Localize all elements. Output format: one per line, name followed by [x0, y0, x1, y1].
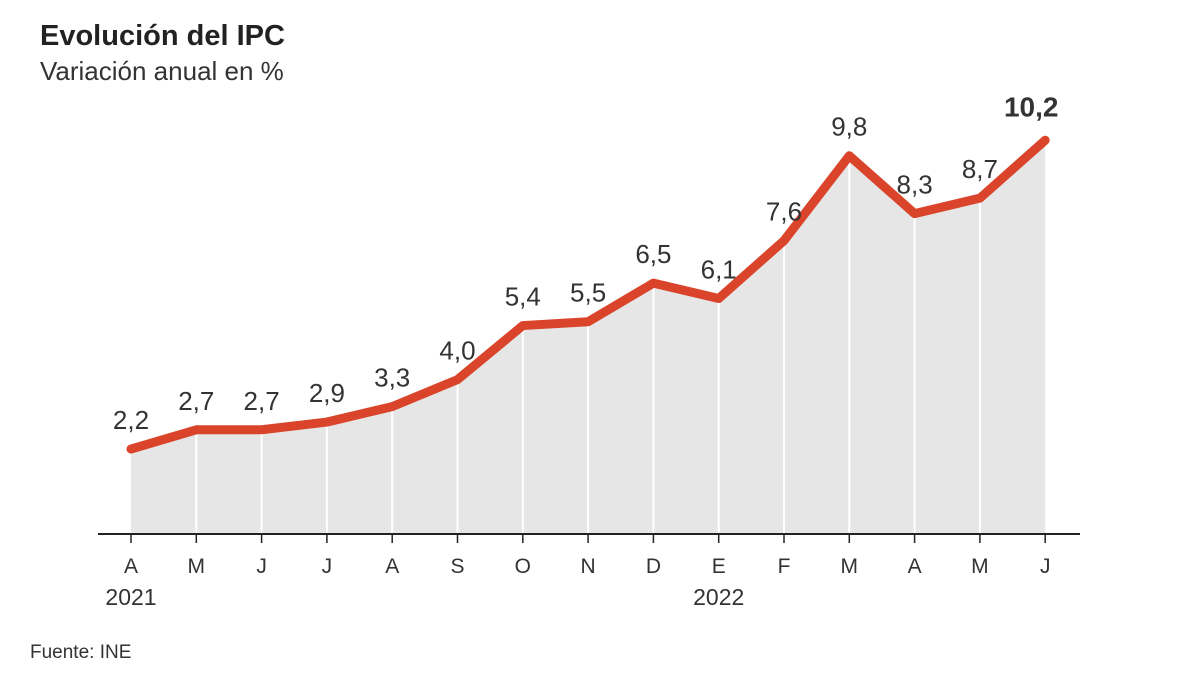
data-label: 7,6	[766, 197, 802, 227]
x-tick-label: M	[188, 555, 206, 578]
x-tick-label: S	[450, 555, 464, 578]
series-line	[126, 135, 1050, 454]
data-label: 2,9	[309, 378, 345, 408]
x-tick-label: A	[908, 555, 922, 578]
x-tick-label: A	[124, 555, 138, 578]
data-label: 4,0	[439, 336, 475, 366]
data-label: 6,1	[701, 255, 737, 285]
data-label: 2,7	[244, 386, 280, 416]
x-tick-label: J	[322, 555, 333, 578]
x-tick-label: N	[581, 555, 596, 578]
data-label: 5,5	[570, 278, 606, 308]
data-label: 8,7	[962, 154, 998, 184]
source-note: Fuente: INE	[30, 642, 132, 663]
year-label: 2021	[105, 584, 156, 610]
data-label: 10,2	[1004, 91, 1059, 122]
data-label: 3,3	[374, 363, 410, 393]
x-tick-label: M	[841, 555, 859, 578]
chart-subtitle: Variación anual en %	[40, 56, 284, 86]
data-label: 2,2	[113, 405, 149, 435]
x-tick-label: M	[971, 555, 989, 578]
x-tick-label: J	[1040, 555, 1051, 578]
data-label: 8,3	[897, 170, 933, 200]
data-label: 5,4	[505, 282, 541, 312]
chart-title: Evolución del IPC	[40, 20, 285, 52]
year-label: 2022	[693, 584, 744, 610]
data-label: 9,8	[831, 112, 867, 142]
x-tick-label: E	[712, 555, 726, 578]
x-tick-label: F	[778, 555, 791, 578]
data-label: 2,7	[178, 386, 214, 416]
x-tick-label: O	[515, 555, 531, 578]
x-tick-label: A	[385, 555, 399, 578]
x-tick-label: J	[256, 555, 267, 578]
x-tick-label: D	[646, 555, 661, 578]
data-label: 6,5	[635, 239, 671, 269]
